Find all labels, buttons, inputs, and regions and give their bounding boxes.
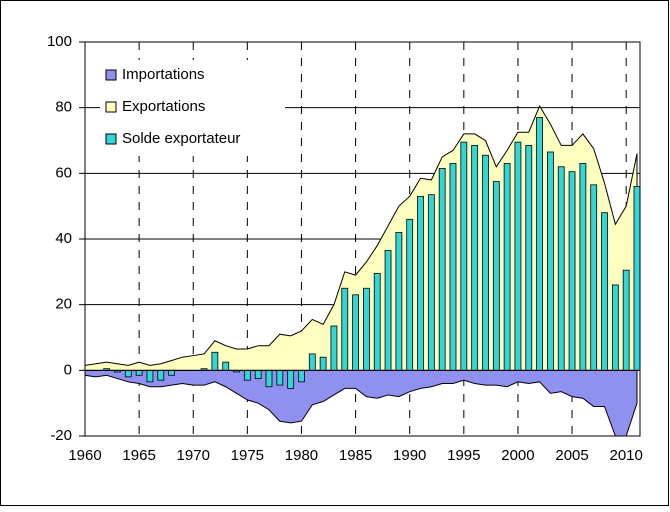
bar — [622, 269, 630, 371]
bar — [287, 369, 295, 389]
bar — [168, 369, 175, 376]
x-tick-label: 1990 — [393, 447, 426, 464]
bar — [254, 369, 262, 379]
legend-label: Exportations — [122, 98, 205, 115]
bar — [243, 369, 251, 381]
bar — [568, 171, 576, 371]
legend-swatch — [105, 101, 117, 113]
bar — [124, 369, 132, 378]
legend-box — [100, 60, 285, 156]
bar — [514, 141, 522, 371]
x-tick-label: 1980 — [285, 447, 318, 464]
y-tick-label: 100 — [47, 33, 72, 50]
bar — [341, 287, 349, 371]
bar — [449, 163, 457, 371]
x-tick-label: 1985 — [339, 447, 372, 464]
bar — [503, 163, 511, 371]
bar — [330, 325, 338, 371]
x-tick-label: 2010 — [609, 447, 642, 464]
x-tick-label: 2000 — [501, 447, 534, 464]
bar — [590, 184, 598, 371]
y-tick-label: 0 — [64, 361, 72, 378]
bar — [525, 145, 533, 371]
bar — [492, 181, 500, 371]
bar — [438, 168, 446, 371]
bar — [601, 212, 608, 371]
bar — [298, 369, 305, 383]
y-tick-label: 20 — [55, 296, 72, 313]
bar — [579, 163, 587, 371]
legend-label: Importations — [122, 66, 205, 83]
x-tick-label: 1970 — [177, 447, 210, 464]
bar — [482, 154, 489, 371]
legend-swatch — [105, 69, 117, 81]
x-tick-label: 1960 — [68, 447, 101, 464]
bar — [427, 194, 435, 371]
area — [84, 369, 638, 437]
plot-frame — [84, 41, 641, 437]
y-tick-label: -20 — [50, 427, 72, 444]
bar — [406, 218, 414, 371]
y-tick-label: 40 — [55, 230, 72, 247]
bar — [417, 195, 424, 371]
bar — [363, 287, 370, 371]
y-tick-label: 60 — [55, 164, 72, 181]
bar — [135, 369, 143, 376]
bar — [352, 294, 359, 371]
bar — [276, 369, 284, 386]
bar — [211, 351, 219, 371]
bar — [157, 369, 165, 381]
bar — [460, 141, 468, 371]
bar — [265, 369, 273, 388]
bar — [471, 145, 479, 371]
bar — [319, 356, 327, 371]
bar — [547, 151, 554, 371]
x-tick-label: 2005 — [555, 447, 588, 464]
legend-swatch — [105, 133, 117, 145]
bar — [557, 166, 565, 371]
bar — [611, 284, 619, 371]
bar — [373, 273, 381, 371]
y-tick-label: 80 — [55, 99, 72, 116]
bar — [384, 250, 392, 371]
legend-label: Solde exportateur — [122, 130, 240, 147]
bar — [146, 369, 154, 383]
bar — [536, 117, 543, 371]
bar — [395, 232, 403, 371]
x-tick-label: 1995 — [447, 447, 480, 464]
x-tick-label: 1975 — [231, 447, 264, 464]
bar — [308, 353, 316, 371]
x-tick-label: 1965 — [122, 447, 155, 464]
bar — [633, 186, 641, 371]
bar — [222, 361, 230, 371]
